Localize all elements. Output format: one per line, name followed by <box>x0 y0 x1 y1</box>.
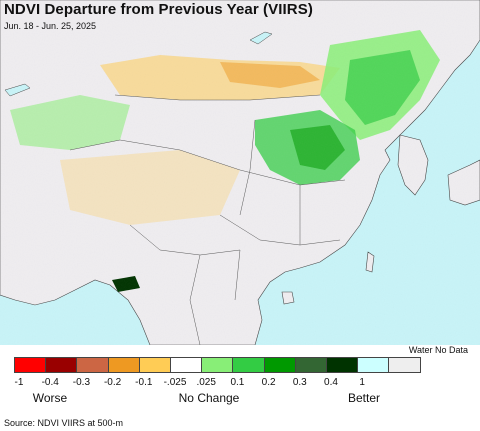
legend-tick-label: 1 <box>359 377 365 388</box>
legend-swatch <box>232 357 265 373</box>
legend-swatch <box>201 357 234 373</box>
map-title: NDVI Departure from Previous Year (VIIRS… <box>4 1 313 18</box>
legend-swatch <box>326 357 359 373</box>
legend-tick-label: -1 <box>14 377 24 388</box>
ndvi-map: NDVI Departure from Previous Year (VIIRS… <box>0 0 480 345</box>
texture-overlay <box>0 0 480 345</box>
map-svg <box>0 0 480 345</box>
legend-swatch <box>294 357 327 373</box>
legend-swatch <box>170 357 203 373</box>
legend-tick-label: -0.4 <box>41 377 59 388</box>
legend-worse-label: Worse <box>32 391 68 405</box>
legend-tick-label: -0.3 <box>72 377 91 388</box>
map-subtitle: Jun. 18 - Jun. 25, 2025 <box>4 21 97 31</box>
legend-swatch <box>263 357 296 373</box>
legend-swatch <box>107 357 140 373</box>
water-no-data-label: Water No Data <box>408 345 468 355</box>
legend-tick-label: -0.2 <box>103 377 122 388</box>
legend-better-label: Better <box>347 391 381 405</box>
legend-tick-label: .025 <box>196 377 216 388</box>
legend-tick-label: 0.3 <box>292 377 307 388</box>
legend-swatch <box>76 357 109 373</box>
legend-tick-label: 0.4 <box>324 377 338 388</box>
legend-swatch <box>14 357 47 373</box>
legend-tick-label: -0.1 <box>135 377 153 388</box>
legend-tick-label: 0.1 <box>230 377 245 388</box>
legend-tick-label: 0.2 <box>261 377 276 388</box>
legend-no-change-label: No Change <box>178 391 240 405</box>
legend-swatch <box>138 357 171 373</box>
legend-swatch <box>357 357 390 373</box>
legend: Water No Data -1 -0.4 -0.3 -0.2 -0.1 -.025 .02… <box>0 345 480 416</box>
legend-swatch <box>388 357 421 373</box>
legend-swatch <box>45 357 78 373</box>
legend-tick-label: -.025 <box>163 377 187 388</box>
source-note: Source: NDVI VIIRS at 500-m <box>4 418 124 428</box>
